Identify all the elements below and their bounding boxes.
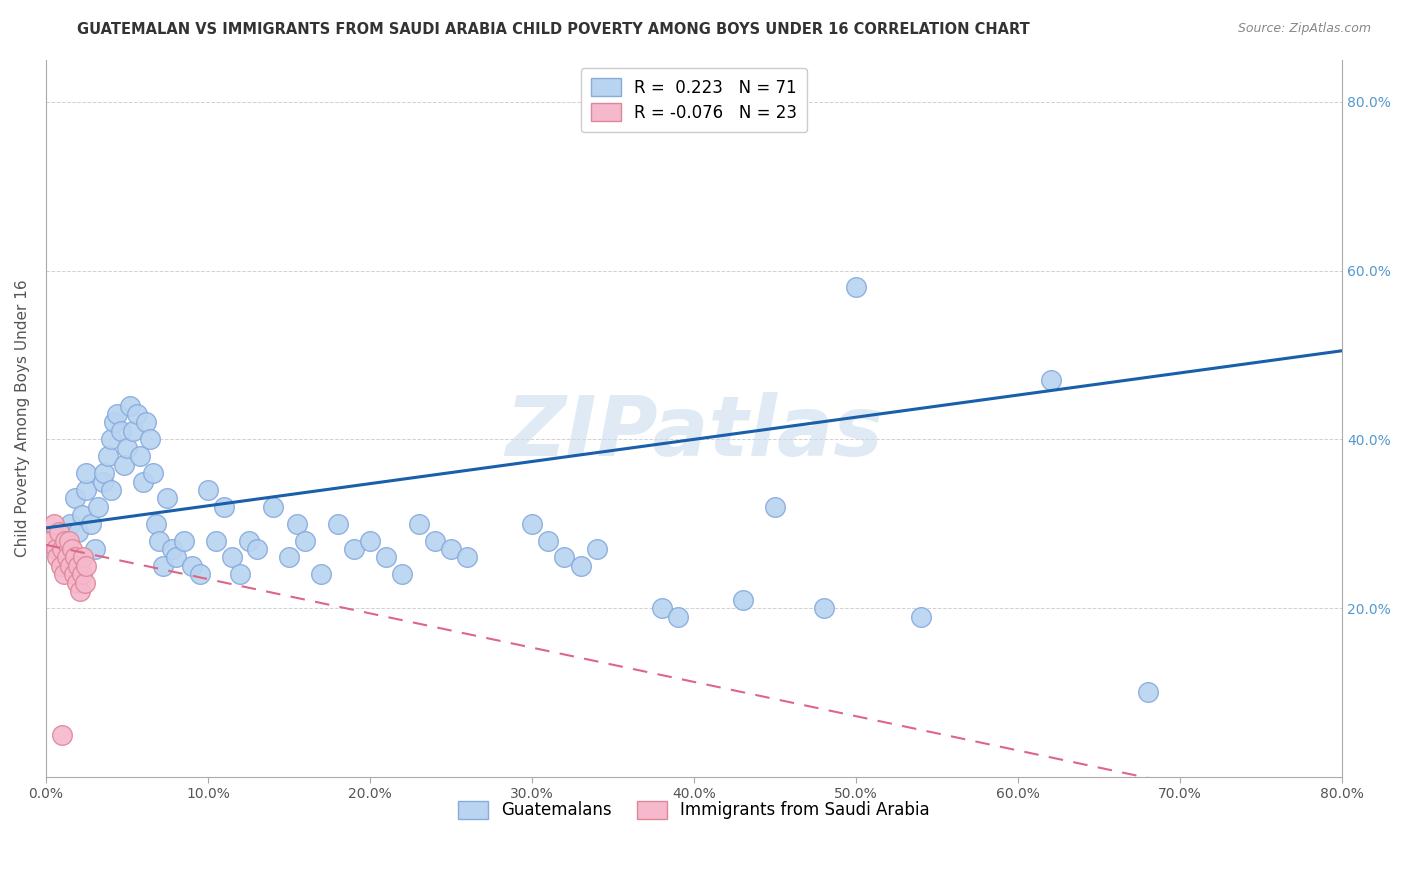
Point <box>100 483 122 497</box>
Point <box>115 441 138 455</box>
Point <box>96 449 118 463</box>
Point <box>105 407 128 421</box>
Point <box>910 609 932 624</box>
Point <box>188 567 211 582</box>
Point <box>423 533 446 548</box>
Point <box>42 516 65 531</box>
Point <box>129 449 152 463</box>
Point <box>66 575 89 590</box>
Point <box>100 433 122 447</box>
Point <box>76 483 98 497</box>
Point <box>110 424 132 438</box>
Point <box>145 516 167 531</box>
Point <box>205 533 228 548</box>
Point <box>152 558 174 573</box>
Point <box>59 516 82 531</box>
Point <box>1039 373 1062 387</box>
Point <box>845 280 868 294</box>
Point <box>569 558 592 573</box>
Point <box>262 500 284 514</box>
Point <box>456 550 478 565</box>
Point <box>731 592 754 607</box>
Point <box>135 416 157 430</box>
Point <box>197 483 219 497</box>
Point <box>537 533 560 548</box>
Point <box>55 533 77 548</box>
Legend: Guatemalans, Immigrants from Saudi Arabia: Guatemalans, Immigrants from Saudi Arabi… <box>451 794 936 826</box>
Point <box>520 516 543 531</box>
Point <box>142 466 165 480</box>
Point <box>58 533 80 548</box>
Point <box>238 533 260 548</box>
Point <box>813 601 835 615</box>
Point <box>763 500 786 514</box>
Point <box>173 533 195 548</box>
Point <box>122 424 145 438</box>
Point <box>278 550 301 565</box>
Point <box>212 500 235 514</box>
Point <box>138 433 160 447</box>
Point <box>408 516 430 531</box>
Point <box>359 533 381 548</box>
Point <box>56 550 79 565</box>
Y-axis label: Child Poverty Among Boys Under 16: Child Poverty Among Boys Under 16 <box>15 279 30 557</box>
Point <box>165 550 187 565</box>
Point <box>343 542 366 557</box>
Point <box>51 728 73 742</box>
Point <box>221 550 243 565</box>
Point <box>156 491 179 506</box>
Point <box>76 558 98 573</box>
Text: GUATEMALAN VS IMMIGRANTS FROM SAUDI ARABIA CHILD POVERTY AMONG BOYS UNDER 16 COR: GUATEMALAN VS IMMIGRANTS FROM SAUDI ARAB… <box>77 22 1031 37</box>
Point <box>132 475 155 489</box>
Point <box>83 542 105 557</box>
Point <box>294 533 316 548</box>
Point <box>76 466 98 480</box>
Point <box>666 609 689 624</box>
Point <box>1136 685 1159 699</box>
Point <box>93 466 115 480</box>
Point <box>63 550 86 565</box>
Point <box>91 475 114 489</box>
Point <box>67 525 90 540</box>
Point <box>63 491 86 506</box>
Point <box>120 399 142 413</box>
Point <box>51 542 73 557</box>
Point <box>553 550 575 565</box>
Point <box>440 542 463 557</box>
Point <box>70 508 93 523</box>
Point <box>586 542 609 557</box>
Point <box>46 550 69 565</box>
Text: Source: ZipAtlas.com: Source: ZipAtlas.com <box>1237 22 1371 36</box>
Point <box>125 407 148 421</box>
Point <box>69 584 91 599</box>
Point <box>180 558 202 573</box>
Point <box>148 533 170 548</box>
Point <box>651 601 673 615</box>
Point <box>285 516 308 531</box>
Point <box>87 500 110 514</box>
Point <box>112 458 135 472</box>
Point <box>49 558 72 573</box>
Point <box>391 567 413 582</box>
Point <box>246 542 269 557</box>
Point <box>52 567 75 582</box>
Point <box>67 558 90 573</box>
Point <box>375 550 398 565</box>
Point <box>39 533 62 548</box>
Point <box>229 567 252 582</box>
Point <box>70 567 93 582</box>
Point <box>59 558 82 573</box>
Point <box>62 567 84 582</box>
Point <box>73 575 96 590</box>
Point <box>162 542 184 557</box>
Point <box>72 550 94 565</box>
Point <box>311 567 333 582</box>
Point <box>80 516 103 531</box>
Point <box>60 542 83 557</box>
Point <box>48 525 70 540</box>
Point <box>45 542 67 557</box>
Point <box>326 516 349 531</box>
Text: ZIPatlas: ZIPatlas <box>505 392 883 473</box>
Point <box>103 416 125 430</box>
